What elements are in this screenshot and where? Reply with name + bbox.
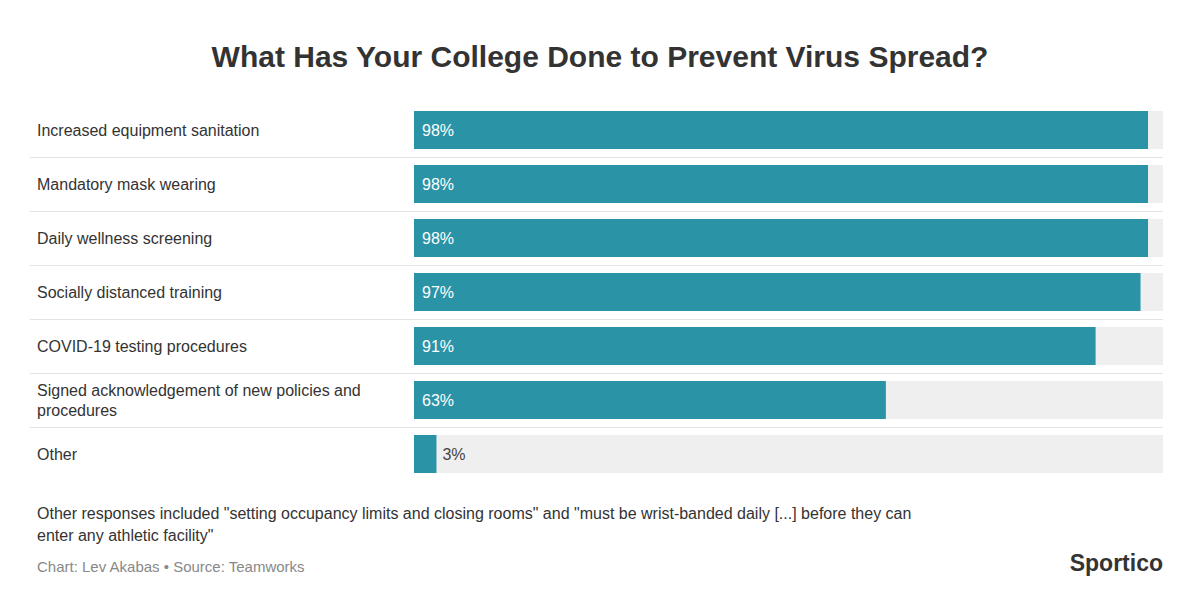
svg-text:Chart: Lev Akabas • Source: Te: Chart: Lev Akabas • Source: Teamworks: [37, 558, 305, 575]
svg-text:91%: 91%: [422, 338, 454, 355]
svg-text:98%: 98%: [422, 230, 454, 247]
svg-text:procedures: procedures: [37, 402, 117, 419]
svg-text:COVID-19 testing procedures: COVID-19 testing procedures: [37, 338, 247, 355]
svg-text:63%: 63%: [422, 392, 454, 409]
svg-text:Signed acknowledgement of new: Signed acknowledgement of new policies a…: [37, 382, 365, 399]
svg-text:98%: 98%: [422, 122, 454, 139]
svg-text:97%: 97%: [422, 284, 454, 301]
svg-text:Increased equipment sanitation: Increased equipment sanitation: [37, 122, 259, 139]
svg-text:enter any athletic facility": enter any athletic facility": [37, 527, 213, 544]
svg-text:Other responses included "sett: Other responses included "setting occupa…: [37, 505, 916, 522]
svg-text:98%: 98%: [422, 176, 454, 193]
svg-text:Socially distanced training: Socially distanced training: [37, 284, 222, 301]
svg-text:Other: Other: [37, 446, 78, 463]
svg-text:Sportico: Sportico: [1070, 550, 1163, 576]
svg-text:3%: 3%: [442, 446, 465, 463]
svg-text:What Has Your College Done to: What Has Your College Done to Prevent Vi…: [212, 40, 989, 73]
svg-text:Mandatory mask wearing: Mandatory mask wearing: [37, 176, 216, 193]
svg-text:Daily wellness screening: Daily wellness screening: [37, 230, 212, 247]
